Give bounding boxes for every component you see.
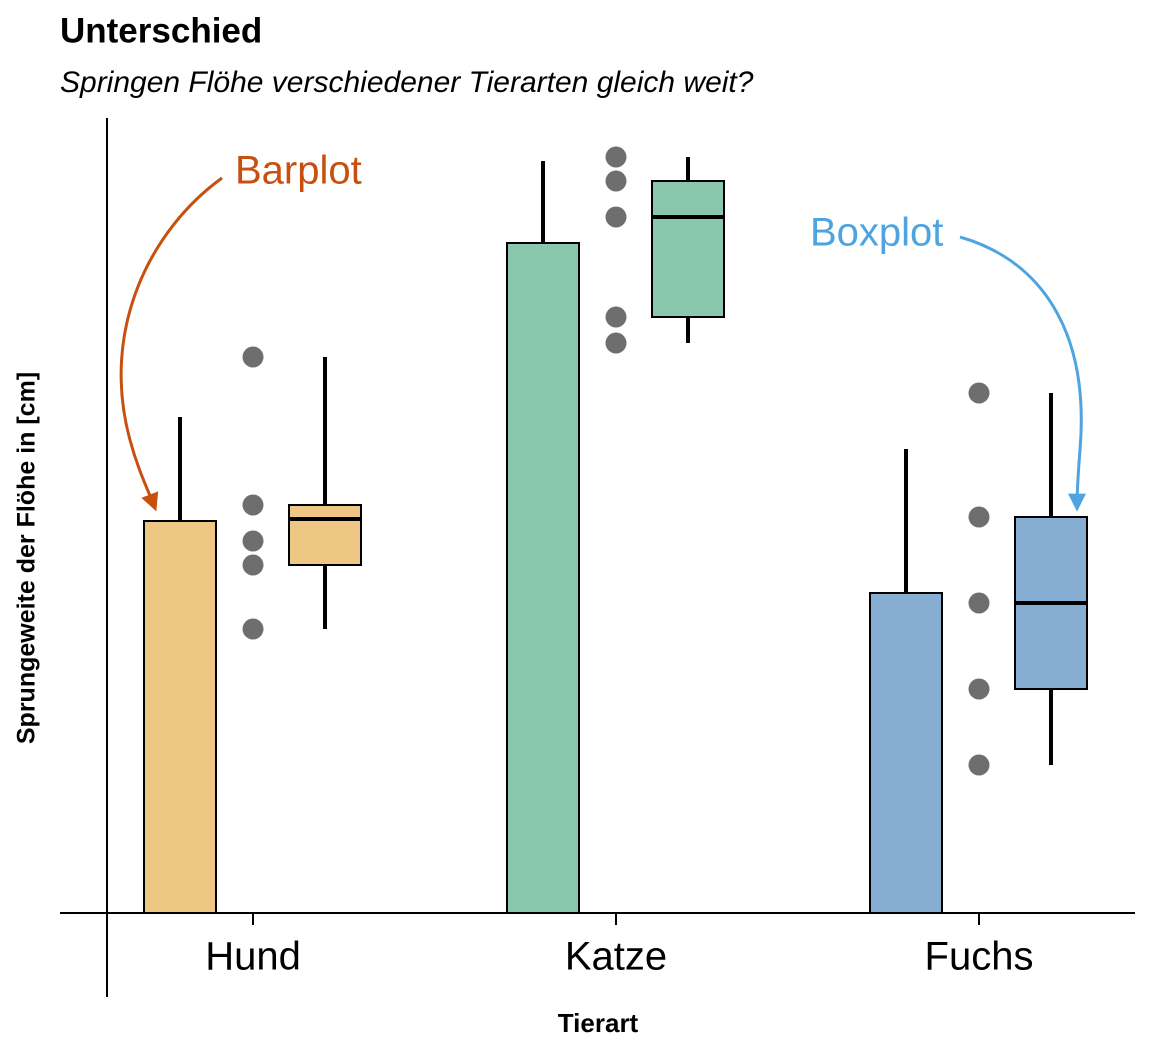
box: [651, 180, 725, 318]
data-point: [242, 530, 264, 552]
chart-subtitle: Springen Flöhe verschiedener Tierarten g…: [60, 66, 754, 99]
bar: [506, 242, 580, 914]
annotation-arrow: [959, 235, 1087, 512]
data-point: [968, 592, 990, 614]
x-axis-label: Tierart: [558, 1008, 639, 1038]
data-point: [968, 382, 990, 404]
x-tick-label: Katze: [565, 935, 667, 979]
annotation: Barplot: [235, 149, 362, 193]
chart-title: Unterschied: [60, 11, 262, 50]
data-point: [242, 618, 264, 640]
data-point: [968, 754, 990, 776]
data-point: [605, 306, 627, 328]
data-point: [968, 506, 990, 528]
data-point: [605, 332, 627, 354]
box: [288, 504, 362, 566]
annotation-arrow: [119, 176, 223, 512]
data-point: [605, 206, 627, 228]
x-tick-label: Fuchs: [925, 935, 1034, 979]
data-point: [605, 146, 627, 168]
y-axis-label: Sprungeweite der Flöhe in [cm]: [13, 372, 41, 744]
data-point: [605, 170, 627, 192]
data-point: [242, 554, 264, 576]
annotation: Boxplot: [810, 211, 943, 255]
data-point: [242, 346, 264, 368]
data-point: [968, 678, 990, 700]
bar: [143, 520, 217, 914]
data-point: [242, 494, 264, 516]
bar: [869, 592, 943, 914]
x-tick-label: Hund: [205, 935, 301, 979]
